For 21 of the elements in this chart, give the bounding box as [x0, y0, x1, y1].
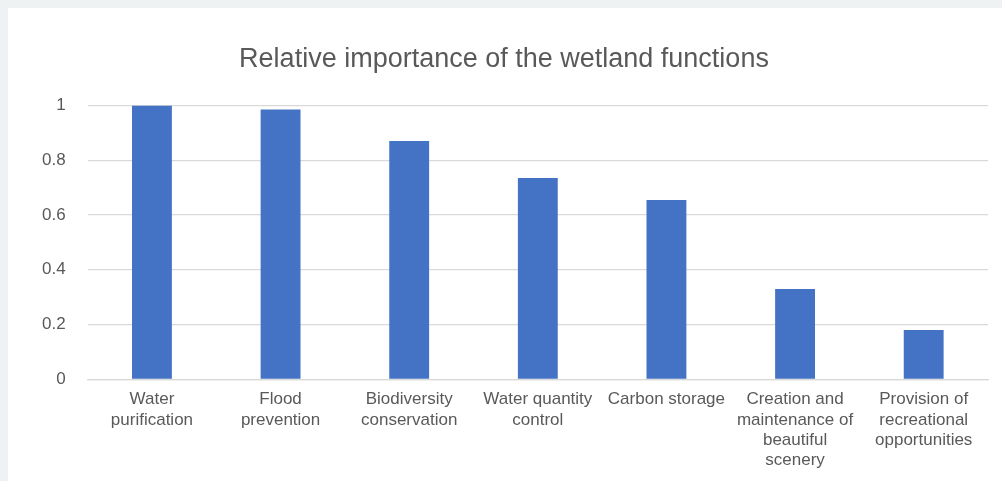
bar: [517, 178, 558, 379]
x-tick-label: Water quantity control: [483, 389, 593, 429]
bar: [775, 288, 815, 379]
x-tick-label: Carbon storage: [607, 389, 726, 409]
y-tick-label: 0.6: [41, 204, 66, 224]
x-tick-label: Biodiversity conservation: [361, 389, 458, 429]
x-tick-label: Water purification: [110, 389, 194, 429]
y-tick-label: 0.2: [41, 314, 66, 334]
x-tick-label: Flood prevention: [240, 389, 321, 429]
bar: [903, 330, 944, 379]
y-tick-label: 1: [56, 95, 66, 115]
y-tick-label: 0: [56, 369, 66, 389]
chart-title: Relative importance of the wetland functions: [239, 42, 769, 73]
bar: [646, 199, 687, 379]
bar: [132, 105, 172, 379]
y-tick-label: 0.4: [41, 259, 66, 279]
x-tick-label: Provision of recreational opportunities: [875, 389, 973, 450]
bar: [389, 141, 430, 379]
x-tick-label: Creation and maintenance of beautiful scenery: [736, 389, 854, 470]
bar: [260, 109, 301, 379]
y-tick-label: 0.8: [41, 149, 66, 169]
